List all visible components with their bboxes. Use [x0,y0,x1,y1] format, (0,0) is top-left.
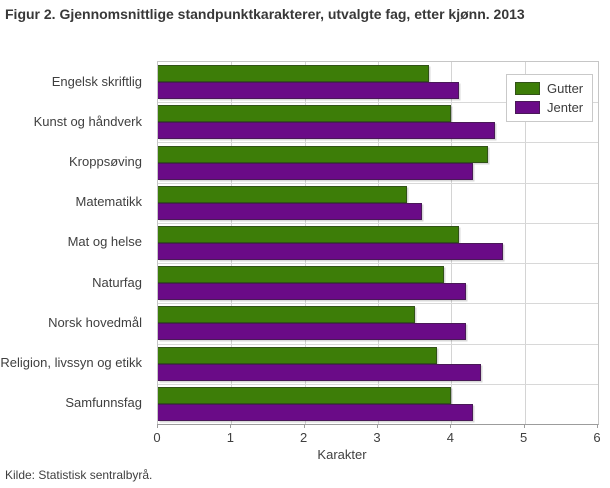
category-label-mat-og-helse: Mat og helse [67,234,142,250]
bar-gutter-naturfag [158,266,444,284]
legend-swatch-jenter [515,101,540,114]
bar-gutter-matematikk [158,185,408,203]
bar-gutter-religion-livssyn-og-etikk [158,346,437,364]
category-label-kunst-og-håndverk: Kunst og håndverk [33,113,142,129]
y-axis-labels: Engelsk skriftlig Kunst og håndverk Kropps… [0,61,150,423]
bar-group-kunst-og-håndverk [158,102,598,142]
x-axis: 0 1 2 3 4 5 6 [153,424,601,445]
x-tick-mark [523,424,525,428]
gridline-horizontal [158,142,598,144]
bar-group-engelsk-skriftlig [158,62,598,102]
x-tick-label-4: 4 [446,430,454,445]
bar-group-samfunnsfag [158,384,598,424]
bar-jenter-kroppsøving [158,162,474,180]
gridline-horizontal [158,102,598,104]
x-tick-mark [597,424,598,428]
x-tick-mark [377,424,378,428]
gridline-vertical [524,62,526,424]
bar-gutter-kunst-og-håndverk [158,105,452,123]
x-tick-label-2: 2 [300,430,308,445]
x-tick-label-1: 1 [226,430,234,445]
category-label-naturfag: Naturfag [92,274,142,290]
bar-jenter-kunst-og-håndverk [158,122,496,140]
category-label-norsk-hovedmål: Norsk hovedmål [48,314,142,330]
x-axis-title: Karakter [317,447,367,462]
bar-group-norsk-hovedmål [158,303,598,343]
bar-jenter-matematikk [158,202,422,220]
category-label-kroppsøving: Kroppsøving [69,154,142,170]
figure-title: Figur 2. Gjennomsnittlige standpunktkara… [5,6,525,22]
category-label-religion-livssyn-og-etikk: Religion, livssyn og etikk [0,355,142,371]
legend-item-jenter[interactable]: Jenter [515,100,583,115]
gridline-horizontal [158,222,598,224]
bar-gutter-samfunnsfag [158,386,452,404]
legend-item-gutter[interactable]: Gutter [515,81,583,96]
category-label-engelsk-skriftlig: Engelsk skriftlig [51,73,142,89]
legend: Gutter Jenter [506,74,594,122]
legend-label-gutter: Gutter [547,81,584,96]
x-tick-mark [157,424,158,428]
bar-group-kroppsøving [158,142,598,182]
x-tick-label-3: 3 [373,430,381,445]
bar-jenter-norsk-hovedmål [158,323,466,341]
bar-group-naturfag [158,263,598,303]
gridline-horizontal [158,303,598,305]
x-tick-mark [230,424,232,428]
source-note: Kilde: Statistisk sentralbyrå. [5,468,153,482]
category-label-matematikk: Matematikk [75,194,142,210]
bar-jenter-engelsk-skriftlig [158,82,459,100]
bar-gutter-engelsk-skriftlig [158,65,430,83]
bar-group-religion-livssyn-og-etikk [158,344,598,384]
legend-label-jenter: Jenter [547,100,584,115]
x-tick-label-0: 0 [153,430,161,445]
bar-gutter-kroppsøving [158,145,488,163]
gridline-horizontal [158,343,598,345]
bar-jenter-mat-og-helse [158,242,503,260]
bar-gutter-norsk-hovedmål [158,306,415,324]
gridline-horizontal [158,263,598,265]
x-tick-label-6: 6 [593,430,601,445]
bar-gutter-mat-og-helse [158,225,459,243]
bar-jenter-religion-livssyn-og-etikk [158,363,481,381]
legend-swatch-gutter [515,82,540,95]
x-tick-mark [450,424,452,428]
x-tick-label-5: 5 [520,430,528,445]
gridline-horizontal [158,182,598,184]
bar-group-mat-og-helse [158,223,598,263]
gridline-horizontal [158,383,598,385]
bar-jenter-naturfag [158,283,466,301]
category-label-samfunnsfag: Samfunnsfag [65,395,142,411]
bar-jenter-samfunnsfag [158,403,474,421]
x-tick-mark [303,424,305,428]
bar-group-matematikk [158,183,598,223]
